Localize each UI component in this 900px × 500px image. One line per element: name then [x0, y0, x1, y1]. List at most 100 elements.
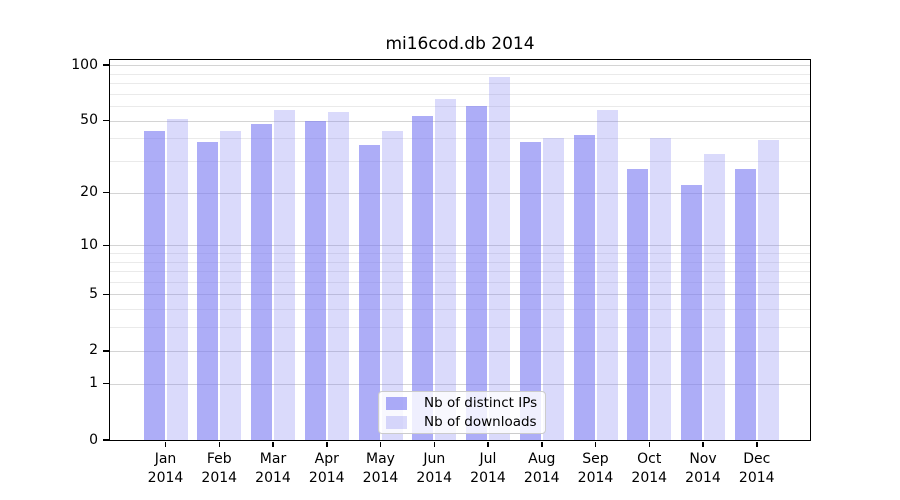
x-tick-label-year: 2014 — [523, 470, 560, 486]
x-tick-mark — [379, 441, 382, 447]
x-tick-mark — [272, 441, 274, 447]
bar-dec-downloads — [757, 140, 779, 440]
y-tick-mark — [103, 119, 109, 122]
chart-title: mi16cod.db 2014 — [385, 34, 535, 54]
gridline-minor — [110, 83, 810, 85]
bar-feb-downloads — [220, 130, 242, 440]
gridline-minor — [110, 309, 810, 311]
legend-label-downloads: Nb of downloads — [424, 413, 537, 430]
gridline-minor — [110, 327, 810, 329]
gridline-major — [110, 192, 810, 194]
gridline-minor — [110, 281, 810, 283]
bar-dec-distinct-ips — [734, 169, 756, 440]
legend-swatch-distinct-ips — [386, 396, 407, 410]
x-tick-label-month: Jan — [154, 451, 177, 467]
x-tick-label-year: 2014 — [631, 470, 668, 486]
x-tick-label-month: Nov — [689, 451, 717, 467]
y-tick-mark — [103, 293, 109, 296]
bar-jun-distinct-ips — [412, 116, 434, 440]
bar-aug-distinct-ips — [519, 142, 541, 440]
x-tick-label-month: Aug — [528, 451, 556, 467]
gridline-major — [110, 350, 810, 352]
x-tick-label-year: 2014 — [255, 470, 291, 486]
y-tick-mark — [103, 191, 109, 194]
bar-jul-downloads — [489, 77, 510, 440]
x-tick-mark — [702, 441, 704, 447]
x-tick-label-year: 2014 — [308, 470, 345, 486]
x-tick-mark — [648, 441, 650, 447]
bar-may-downloads — [381, 130, 403, 440]
bar-apr-downloads — [327, 111, 349, 440]
x-tick-label-year: 2014 — [201, 470, 238, 486]
gridline-minor — [110, 93, 810, 95]
x-tick-label-year: 2014 — [362, 470, 399, 486]
gridline-major — [110, 65, 810, 67]
x-tick-label-year: 2014 — [738, 470, 775, 486]
x-tick-mark — [433, 441, 435, 447]
gridline-major — [110, 120, 810, 122]
bar-oct-distinct-ips — [627, 169, 649, 440]
gridline-minor — [110, 106, 810, 108]
x-tick-mark — [218, 441, 220, 447]
bar-jan-downloads — [166, 119, 188, 440]
bar-jun-downloads — [435, 98, 457, 440]
legend-item-downloads: Nb of downloads — [386, 414, 538, 431]
y-tick-mark — [103, 64, 109, 66]
x-tick-label-year: 2014 — [416, 470, 453, 486]
x-tick-label-month: Apr — [314, 451, 339, 467]
legend-label-distinct-ips: Nb of distinct IPs — [424, 394, 538, 411]
legend-swatch-downloads — [386, 415, 407, 429]
bar-nov-downloads — [704, 153, 725, 440]
x-tick-mark — [594, 441, 597, 447]
x-tick-label-month: Feb — [206, 451, 232, 467]
x-tick-label-year: 2014 — [577, 470, 614, 486]
x-tick-mark — [756, 441, 758, 447]
x-tick-label-month: Oct — [637, 451, 662, 467]
y-tick-mark — [103, 350, 109, 352]
y-tick-label: 100 — [71, 56, 98, 73]
gridline-major — [110, 383, 810, 385]
x-tick-label-month: Jul — [479, 451, 497, 467]
bar-apr-distinct-ips — [304, 120, 326, 440]
x-tick-mark — [164, 441, 167, 447]
bar-may-distinct-ips — [358, 144, 380, 440]
x-tick-label-month: Sep — [582, 451, 609, 467]
bar-jul-distinct-ips — [466, 106, 487, 440]
x-tick-mark — [326, 441, 328, 447]
gridline-minor — [110, 253, 810, 254]
legend-item-distinct-ips: Nb of distinct IPs — [386, 395, 538, 412]
x-tick-label-year: 2014 — [685, 470, 721, 486]
x-tick-label-year: 2014 — [147, 470, 184, 486]
gridline-minor — [110, 161, 810, 163]
gridline-minor — [110, 271, 810, 273]
gridline-minor — [110, 73, 810, 75]
x-tick-label-year: 2014 — [470, 470, 506, 486]
y-tick-label: 2 — [89, 342, 98, 359]
y-tick-mark — [103, 244, 109, 246]
gridline-major — [110, 294, 810, 296]
y-tick-label: 50 — [80, 112, 98, 129]
bar-aug-downloads — [542, 138, 564, 440]
y-tick-label: 0 — [89, 431, 98, 448]
bar-mar-downloads — [274, 110, 295, 440]
legend: Nb of distinct IPs Nb of downloads — [378, 391, 546, 434]
x-tick-mark — [541, 441, 543, 447]
plot-area — [110, 60, 810, 440]
x-tick-label-month: Dec — [743, 451, 771, 467]
gridline-minor — [110, 138, 810, 140]
y-tick-mark — [103, 382, 109, 385]
y-tick-label: 1 — [89, 375, 98, 392]
y-tick-label: 20 — [80, 184, 98, 201]
bar-nov-distinct-ips — [681, 185, 702, 440]
x-tick-label-month: Jun — [423, 451, 446, 467]
gridline-major — [110, 245, 810, 247]
bar-feb-distinct-ips — [197, 142, 219, 440]
x-tick-label-month: Mar — [259, 451, 287, 467]
bar-jan-distinct-ips — [143, 130, 165, 440]
bar-mar-distinct-ips — [251, 123, 272, 440]
bar-sep-distinct-ips — [573, 134, 595, 440]
y-tick-label: 10 — [80, 236, 98, 253]
bar-oct-downloads — [650, 138, 672, 440]
y-tick-mark — [103, 439, 109, 441]
